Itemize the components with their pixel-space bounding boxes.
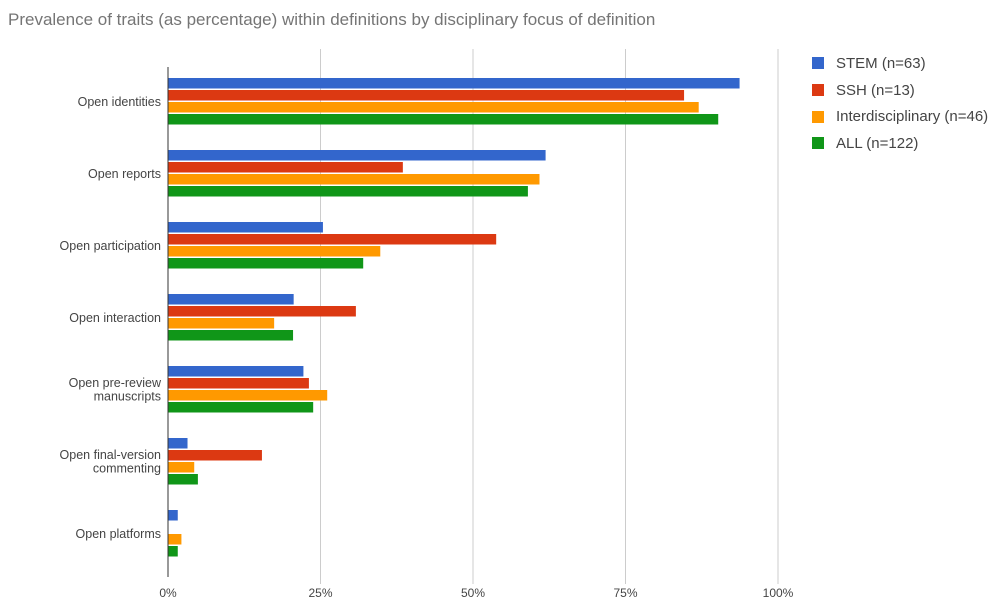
bar — [168, 366, 304, 377]
bar — [168, 246, 381, 257]
bar — [168, 306, 356, 317]
bar — [168, 510, 178, 521]
x-tick-label: 25% — [308, 586, 332, 600]
legend-item: ALL (n=122) — [812, 130, 988, 157]
bar — [168, 222, 323, 233]
bar — [168, 114, 719, 125]
bar — [168, 450, 262, 461]
category-labels: Open identities Open reports Open particip… — [60, 95, 162, 541]
bar — [168, 402, 314, 413]
category-label: manuscripts — [94, 390, 161, 404]
bar — [168, 462, 195, 473]
bar — [168, 474, 198, 485]
category-label: Open identities — [78, 95, 161, 109]
x-tick-label: 50% — [461, 586, 485, 600]
legend-label: STEM (n=63) — [836, 54, 926, 72]
bar — [168, 318, 275, 329]
x-tick-labels: 0% 25% 50% 75% 100% — [159, 586, 793, 600]
bar — [168, 78, 740, 89]
bar — [168, 294, 294, 305]
bar — [168, 438, 188, 449]
category-label: Open pre-review — [69, 376, 162, 390]
bar — [168, 102, 699, 113]
category-label: Open reports — [88, 167, 161, 181]
legend-item: STEM (n=63) — [812, 50, 988, 77]
legend: STEM (n=63) SSH (n=13) Interdisciplinary (… — [812, 50, 988, 157]
bar — [168, 174, 540, 185]
category-label: commenting — [93, 462, 161, 476]
category-label: Open participation — [60, 239, 162, 253]
legend-swatch — [812, 57, 824, 70]
legend-swatch — [812, 110, 824, 123]
bar — [168, 330, 294, 341]
legend-label: SSH (n=13) — [836, 81, 915, 99]
chart-title: Prevalence of traits (as percentage) wit… — [8, 10, 656, 29]
legend-item: Interdisciplinary (n=46) — [812, 103, 988, 130]
bar — [168, 90, 685, 101]
category-label: Open final-version — [60, 448, 161, 462]
bar — [168, 234, 497, 245]
x-tick-label: 75% — [613, 586, 637, 600]
legend-item: SSH (n=13) — [812, 77, 988, 104]
x-tick-label: 0% — [159, 586, 177, 600]
bar — [168, 150, 546, 161]
category-label: Open platforms — [76, 527, 161, 541]
legend-swatch — [812, 84, 824, 97]
category-label: Open interaction — [69, 311, 161, 325]
bar — [168, 162, 403, 173]
bar — [168, 534, 182, 545]
gridlines — [320, 49, 779, 584]
bar — [168, 186, 528, 197]
legend-label: ALL (n=122) — [836, 134, 919, 152]
x-tick-label: 100% — [763, 586, 794, 600]
legend-label: Interdisciplinary (n=46) — [836, 108, 989, 126]
legend-swatch — [812, 137, 824, 150]
bar — [168, 258, 364, 269]
bar — [168, 546, 178, 557]
bar — [168, 390, 328, 401]
bars — [168, 78, 740, 557]
bar — [168, 378, 309, 389]
